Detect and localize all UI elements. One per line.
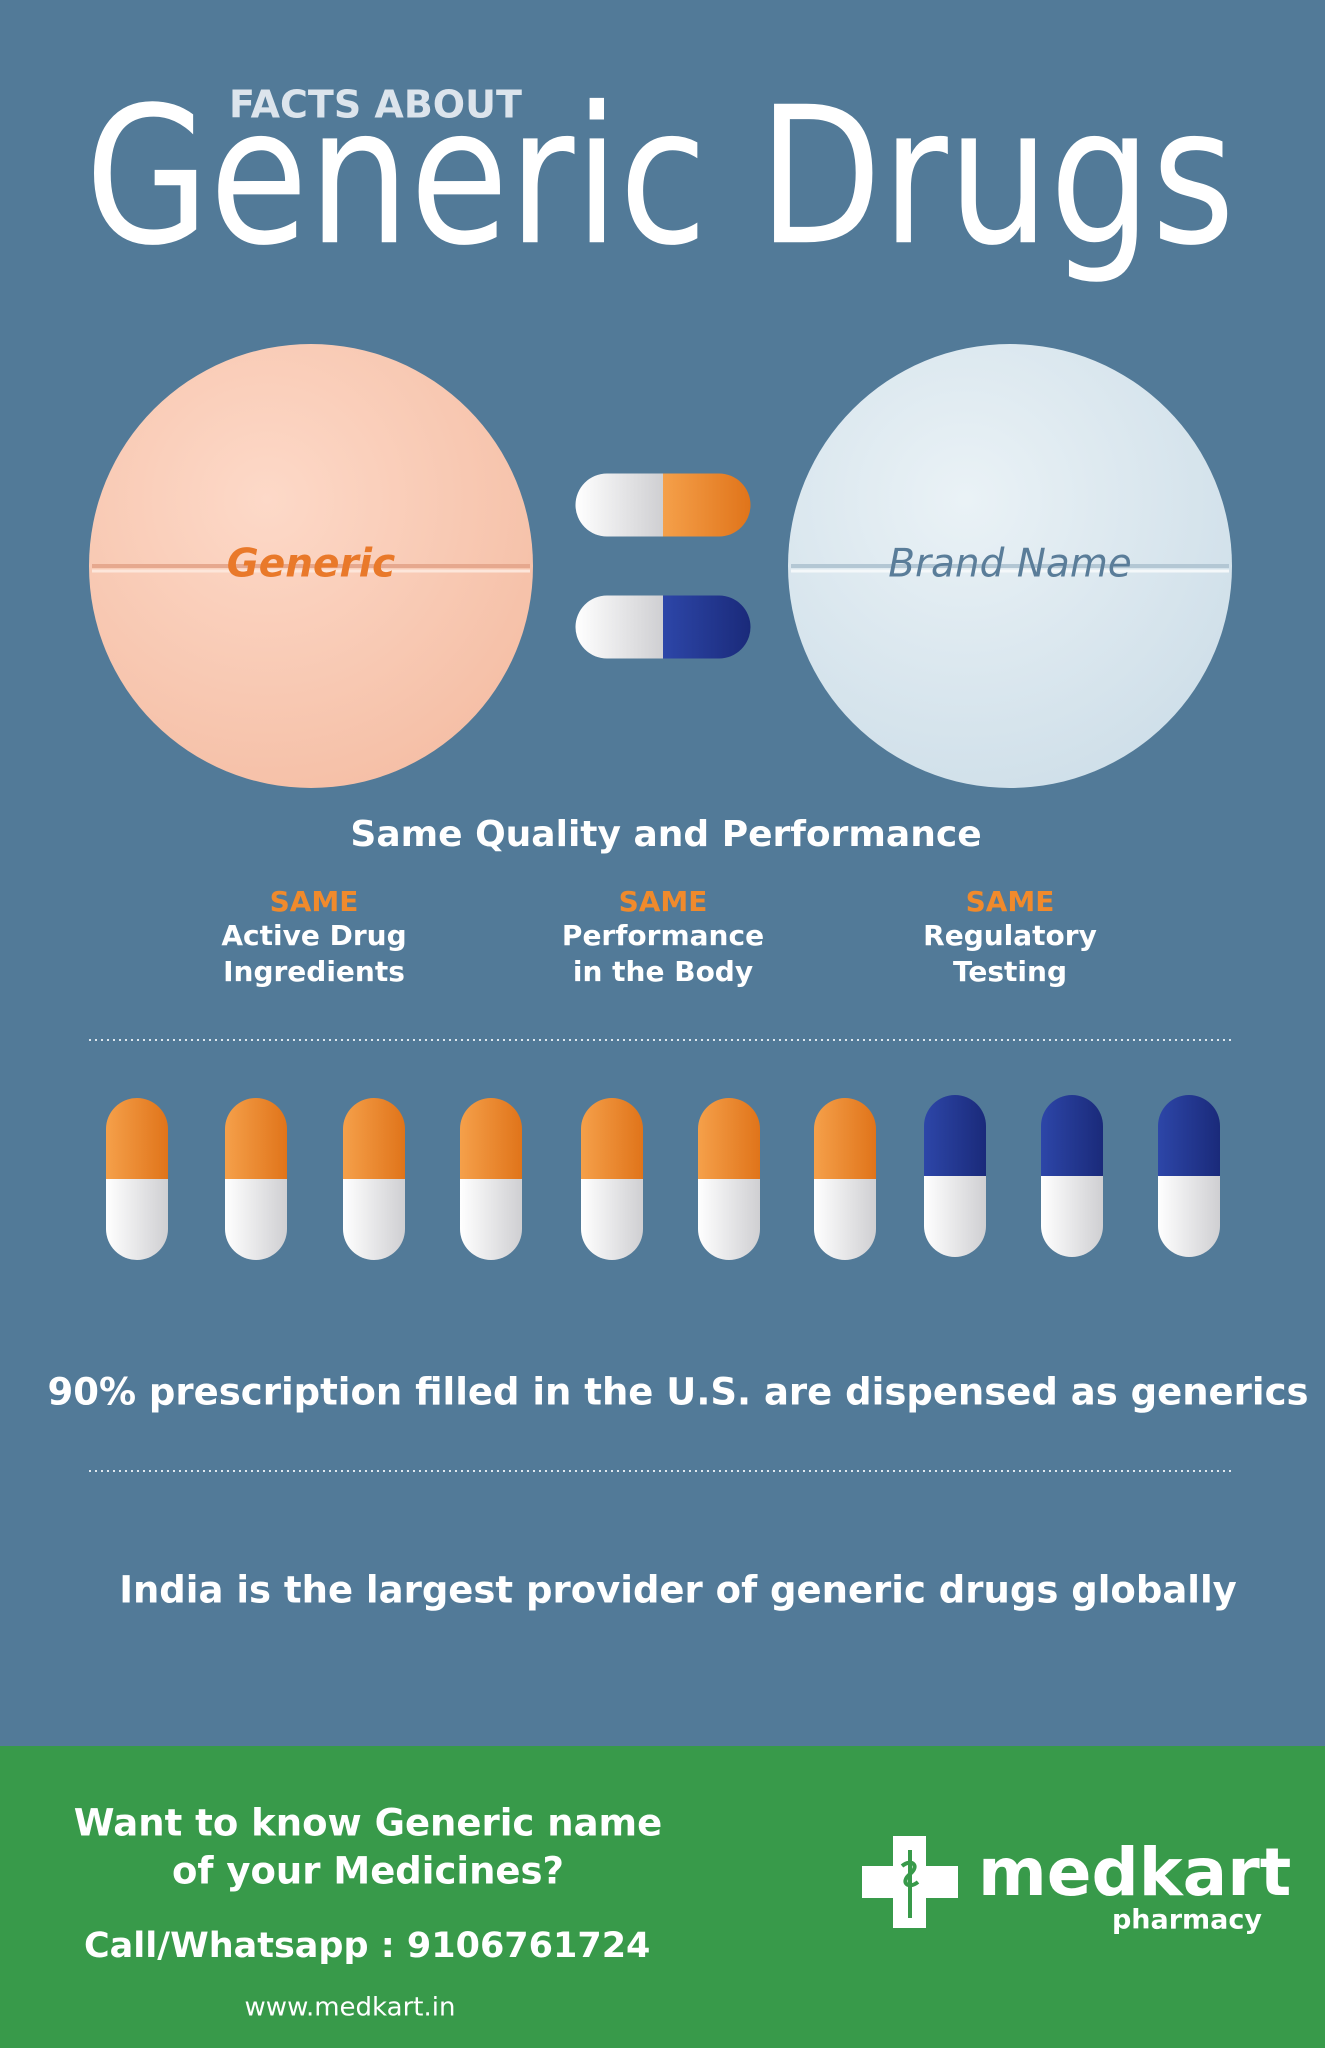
feature-label: SAME	[619, 885, 708, 918]
capsule-half	[106, 1179, 168, 1260]
feature-text: Ingredients	[223, 955, 405, 988]
capsule-half	[575, 473, 663, 537]
capsule	[106, 1098, 168, 1260]
capsule-half	[924, 1176, 986, 1257]
capsule-half	[814, 1098, 876, 1179]
capsule-half	[460, 1179, 522, 1260]
capsule-half	[698, 1098, 760, 1179]
brand-sub: pharmacy	[1112, 1905, 1262, 1936]
fact: India is the largest provider of generic…	[119, 1569, 1237, 1612]
capsule	[460, 1098, 522, 1260]
capsule-half	[698, 1179, 760, 1260]
capsule	[575, 473, 751, 537]
capsule	[1158, 1095, 1220, 1257]
footer-band	[0, 1746, 1325, 2048]
capsule-half	[106, 1098, 168, 1179]
capsule	[225, 1098, 287, 1260]
brand: medkart	[978, 1834, 1291, 1911]
capsule-half	[581, 1098, 643, 1179]
footer-question: Want to know Generic name	[74, 1802, 662, 1845]
capsule	[814, 1098, 876, 1260]
footer-question: of your Medicines?	[172, 1850, 564, 1893]
kicker: FACTS ABOUT	[229, 83, 522, 127]
feature-text: Performance	[562, 919, 764, 952]
capsule	[924, 1095, 986, 1257]
capsule-half	[575, 595, 663, 659]
capsule-half	[1158, 1176, 1220, 1257]
contact: Call/Whatsapp : 9106761724	[84, 1926, 650, 1966]
capsule	[343, 1098, 405, 1260]
capsule	[575, 595, 751, 659]
brand-label: Brand Name	[888, 542, 1132, 587]
capsule-half	[460, 1098, 522, 1179]
logo-symbol	[900, 1850, 920, 1918]
capsule	[1041, 1095, 1103, 1257]
feature-label: SAME	[966, 885, 1055, 918]
capsule-half	[814, 1179, 876, 1260]
feature-label: SAME	[270, 885, 359, 918]
capsule	[581, 1098, 643, 1260]
caption: Same Quality and Performance	[350, 814, 981, 855]
feature-text: Testing	[953, 955, 1067, 988]
capsule-half	[1041, 1176, 1103, 1257]
capsule-half	[1041, 1095, 1103, 1176]
capsule-half	[343, 1179, 405, 1260]
feature-text: Regulatory	[923, 919, 1097, 952]
capsule-half	[225, 1098, 287, 1179]
background	[0, 0, 1325, 1746]
capsule-half	[1158, 1095, 1220, 1176]
feature-text: Active Drug	[221, 919, 406, 952]
capsule-half	[343, 1098, 405, 1179]
title: Generic Drugs	[85, 66, 1235, 287]
capsule-half	[663, 473, 751, 537]
capsule-half	[924, 1095, 986, 1176]
feature-text: in the Body	[573, 955, 753, 988]
fact: 90% prescription filled in the U.S. are …	[47, 1371, 1308, 1414]
capsule	[698, 1098, 760, 1260]
capsule-half	[663, 595, 751, 659]
capsule-half	[225, 1179, 287, 1260]
capsule-half	[581, 1179, 643, 1260]
website[interactable]: www.medkart.in	[245, 1993, 456, 2023]
generic-label: Generic	[227, 542, 395, 587]
